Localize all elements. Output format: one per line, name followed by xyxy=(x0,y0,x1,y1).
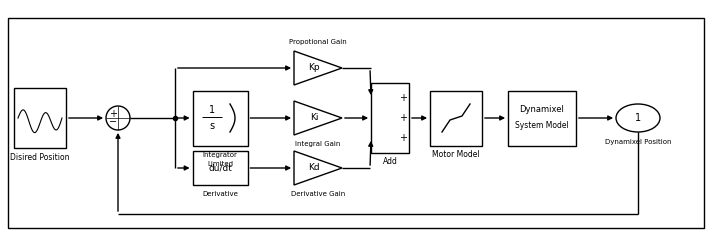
Text: +: + xyxy=(109,109,117,119)
Text: du/dt: du/dt xyxy=(208,164,232,173)
Text: Derivative Gain: Derivative Gain xyxy=(291,191,345,197)
Bar xyxy=(430,90,482,146)
Text: Disired Position: Disired Position xyxy=(10,153,70,163)
Text: Motor Model: Motor Model xyxy=(432,150,480,159)
Text: Kp: Kp xyxy=(308,63,320,72)
Bar xyxy=(192,90,248,146)
Text: Dynamixel: Dynamixel xyxy=(520,105,565,114)
Bar xyxy=(8,18,704,228)
Bar xyxy=(508,90,576,146)
Bar xyxy=(14,88,66,148)
Text: 1: 1 xyxy=(209,105,215,115)
Text: 1: 1 xyxy=(635,113,641,123)
Text: Derivative: Derivative xyxy=(202,191,238,197)
Polygon shape xyxy=(294,51,342,85)
Text: Integral Gain: Integral Gain xyxy=(295,141,340,147)
Text: s: s xyxy=(209,121,214,131)
Circle shape xyxy=(106,106,130,130)
Ellipse shape xyxy=(616,104,660,132)
Text: System Model: System Model xyxy=(515,122,569,131)
Polygon shape xyxy=(294,101,342,135)
Text: Add: Add xyxy=(382,157,397,167)
Text: Integrator: Integrator xyxy=(202,152,237,157)
Text: Ki: Ki xyxy=(310,114,318,122)
Text: +: + xyxy=(399,93,407,103)
Text: Limited: Limited xyxy=(207,160,233,167)
Text: Dynamixel Position: Dynamixel Position xyxy=(604,139,671,145)
Bar xyxy=(192,151,248,185)
Text: Kd: Kd xyxy=(308,164,320,173)
Text: +: + xyxy=(399,133,407,143)
Bar xyxy=(371,83,409,153)
Polygon shape xyxy=(294,151,342,185)
Text: −: − xyxy=(109,117,117,127)
Text: Propotional Gain: Propotional Gain xyxy=(289,39,347,45)
Text: +: + xyxy=(399,113,407,123)
